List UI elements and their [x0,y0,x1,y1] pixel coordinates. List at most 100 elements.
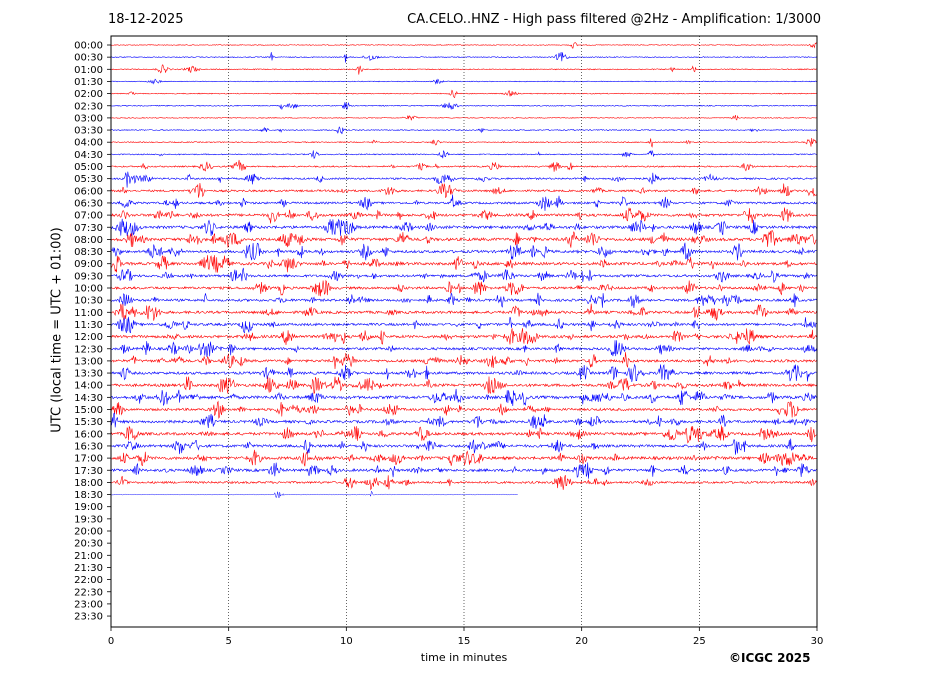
y-tick-label: 03:30 [74,126,103,137]
trace-row-0100 [110,64,817,75]
y-tick-label: 17:30 [74,466,103,477]
x-tick-label: 20 [575,636,588,647]
x-tick-label: 5 [225,636,231,647]
y-tick-label: 03:00 [74,113,103,124]
y-tick-label: 00:00 [74,41,103,52]
trace-row-0830 [110,242,817,261]
trace-row-0500 [110,159,817,172]
trace-row-0200 [110,89,817,99]
y-tick-label: 02:00 [74,89,103,100]
x-tick-label: 0 [108,636,114,647]
date-label: 18-12-2025 [108,12,184,27]
y-tick-label: 14:00 [74,381,103,392]
y-tick-label: 19:30 [74,514,103,525]
x-tick-label: 15 [458,636,471,647]
y-tick-label: 11:00 [74,308,103,319]
trace-row-1030 [110,292,817,309]
trace-row-0930 [110,267,817,283]
y-tick-label: 01:00 [74,65,103,76]
trace-row-1330 [110,363,817,382]
trace-row-1500 [110,400,817,419]
x-tick-label: 25 [693,636,706,647]
y-tick-label: 13:30 [74,369,103,380]
x-tick-label: 30 [811,636,824,647]
trace-row-0430 [110,149,817,159]
x-axis-label: time in minutes [420,651,508,664]
trace-row-1130 [110,316,817,334]
y-tick-label: 23:00 [74,599,103,610]
chart-title: CA.CELO..HNZ - High pass filtered @2Hz -… [407,12,821,27]
y-tick-label: 22:00 [74,575,103,586]
y-tick-label: 08:00 [74,235,103,246]
y-tick-label: 04:30 [74,150,103,161]
y-tick-label: 20:30 [74,539,103,550]
trace-row-1730 [110,462,817,479]
y-tick-label: 10:00 [74,284,103,295]
y-tick-label: 21:00 [74,551,103,562]
y-tick-label: 17:00 [74,454,103,465]
y-tick-label: 12:00 [74,332,103,343]
trace-row-0400 [110,137,817,148]
y-tick-label: 22:30 [74,587,103,598]
trace-row-1000 [110,279,817,297]
trace-row-0330 [110,126,817,135]
plot-frame [110,35,818,628]
y-tick-label: 23:30 [74,612,103,623]
trace-row-1700 [110,449,817,467]
trace-row-0630 [110,194,817,211]
y-tick-label: 08:30 [74,247,103,258]
trace-row-1200 [110,328,817,345]
trace-row-1230 [110,340,817,358]
y-tick-label: 07:30 [74,223,103,234]
x-tick-labels: 0 5 10 15 20 25 30 [108,627,824,647]
y-tick-label: 19:00 [74,502,103,513]
trace-row-0730 [110,218,817,237]
trace-row-0230 [110,101,817,111]
trace-row-1530 [110,412,817,429]
trace-row-0700 [110,207,817,224]
y-tick-label: 01:30 [74,77,103,88]
trace-row-1300 [110,352,817,369]
y-tick-label: 05:30 [74,174,103,185]
y-tick-label: 20:00 [74,527,103,538]
y-tick-label: 06:30 [74,198,103,209]
trace-row-1830 [110,490,518,499]
trace-row-0900 [110,255,817,273]
y-tick-label: 21:30 [74,563,103,574]
y-tick-label: 04:00 [74,138,103,149]
trace-row-1400 [110,376,817,395]
y-tick-label: 02:30 [74,101,103,112]
y-tick-label: 16:00 [74,429,103,440]
y-tick-label: 14:30 [74,393,103,404]
x-tick-label: 10 [340,636,353,647]
trace-row-1800 [110,475,817,491]
y-tick-label: 16:30 [74,441,103,452]
trace-row-1100 [110,303,817,321]
trace-row-0530 [110,171,817,188]
trace-row-0800 [110,230,817,248]
y-tick-label: 09:00 [74,259,103,270]
trace-row-1630 [110,438,817,455]
trace-row-0300 [110,114,817,121]
y-tick-label: 18:00 [74,478,103,489]
trace-row-0000 [110,42,817,49]
trace-row-0030 [110,51,817,63]
vertical-gridlines [228,36,700,627]
y-tick-label: 12:30 [74,344,103,355]
y-tick-label: 10:30 [74,296,103,307]
y-tick-label: 15:00 [74,405,103,416]
y-tick-label: 18:30 [74,490,103,501]
y-tick-label: 09:30 [74,271,103,282]
y-tick-label: 00:30 [74,53,103,64]
seismogram-traces [110,42,817,499]
trace-row-0130 [110,78,817,85]
trace-row-1430 [110,388,817,407]
y-axis-label: UTC (local time = UTC + 01:00) [49,227,65,433]
trace-row-1600 [110,425,817,444]
y-tick-label: 07:00 [74,211,103,222]
y-tick-label: 05:00 [74,162,103,173]
y-tick-label: 15:30 [74,417,103,428]
y-tick-label: 11:30 [74,320,103,331]
